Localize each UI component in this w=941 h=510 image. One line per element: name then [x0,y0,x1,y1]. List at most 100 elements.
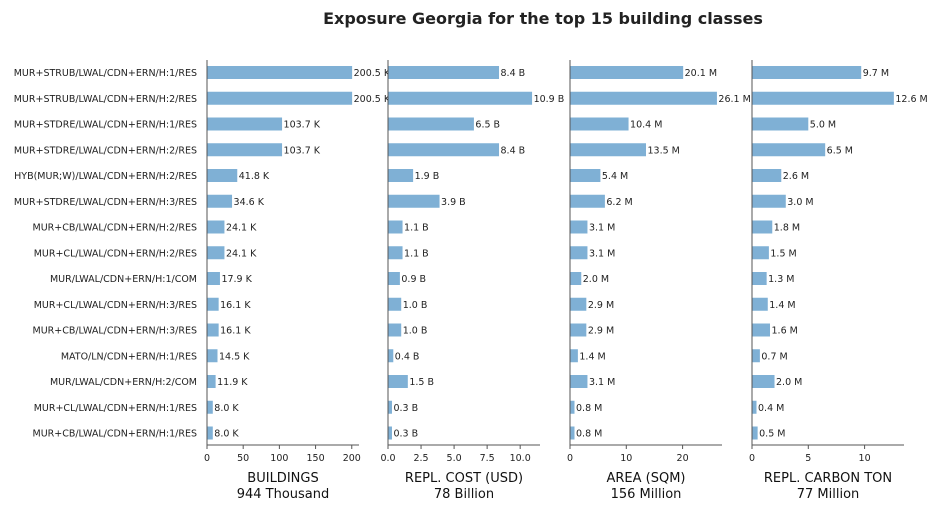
value-label: 12.6 M [895,94,927,105]
x-tick-label: 10 [620,453,632,464]
x-axis-total: 156 Million [611,487,682,502]
bar [752,349,760,363]
bar [570,169,601,182]
value-label: 1.8 M [774,223,800,234]
bar [388,169,414,182]
bar [752,91,894,105]
bar [388,323,402,337]
bar [570,117,629,131]
value-label: 1.9 B [415,171,440,182]
bar [388,117,474,131]
x-tick-label: 0 [567,453,573,464]
value-label: 6.5 B [475,120,500,131]
value-label: 20.1 M [685,68,717,79]
value-label: 1.0 B [403,300,428,311]
value-label: 2.0 M [776,377,802,388]
value-label: 8.4 B [501,68,526,79]
bar [752,400,757,414]
value-label: 3.0 M [787,197,813,208]
value-label: 103.7 K [284,145,321,156]
bar [207,375,216,388]
value-label: 2.0 M [583,274,609,285]
bar [207,143,283,157]
bar [388,143,500,157]
x-tick-label: 150 [307,453,325,464]
value-label: 0.7 M [761,351,787,362]
bar [388,246,403,260]
bar [388,400,392,414]
bar [570,194,605,208]
bar [752,323,771,337]
category-label: MUR+CB/LWAL/CDN+ERN/H:1/RES [33,429,198,440]
value-label: 2.9 M [588,326,614,337]
bar [388,375,408,388]
value-label: 8.0 K [214,403,239,414]
bar [570,220,588,234]
x-tick-label: 5.0 [447,453,462,464]
x-tick-label: 0.0 [380,453,395,464]
x-tick-label: 0 [204,453,210,464]
value-label: 1.0 B [403,326,428,337]
x-axis-total: 78 Billion [434,487,494,502]
x-tick-label: 10 [859,453,871,464]
bar [388,349,394,363]
value-label: 13.5 M [648,145,680,156]
bar [570,297,587,311]
x-axis-total: 944 Thousand [237,487,330,502]
bar [752,246,769,260]
bar [207,400,213,414]
value-label: 8.0 K [214,429,239,440]
bar [388,91,533,105]
category-label: MUR/LWAL/CDN+ERN/H:1/COM [50,274,197,285]
bar [570,91,717,105]
bar [570,323,587,337]
value-label: 0.8 M [576,429,602,440]
value-label: 200.5 K [354,94,391,105]
category-label: MUR+CB/LWAL/CDN+ERN/H:3/RES [33,326,198,337]
x-tick-label: 2.5 [413,453,428,464]
bar [388,220,403,234]
value-label: 34.6 K [234,197,265,208]
bar [207,91,353,105]
category-label: MUR+STDRE/LWAL/CDN+ERN/H:2/RES [14,145,197,156]
value-label: 2.6 M [783,171,809,182]
x-tick-label: 50 [237,453,249,464]
category-label: MUR+STRUB/LWAL/CDN+ERN/H:2/RES [14,94,197,105]
value-label: 0.4 M [758,403,784,414]
bar [207,297,219,311]
value-label: 24.1 K [226,248,257,259]
bar [207,117,283,131]
value-label: 3.9 B [441,197,466,208]
bar [207,66,353,79]
x-axis-title: REPL. COST (USD) [405,471,523,486]
bar [570,272,582,285]
bar [207,194,233,208]
bar [752,194,786,208]
value-label: 0.4 B [395,351,420,362]
x-tick-label: 200 [343,453,361,464]
x-tick-label: 10.0 [510,453,531,464]
value-label: 2.9 M [588,300,614,311]
bar [570,66,684,79]
x-tick-label: 7.5 [480,453,495,464]
category-labels: MUR+STRUB/LWAL/CDN+ERN/H:1/RES MUR+STRUB/… [14,68,197,440]
x-tick-label: 100 [270,453,288,464]
value-label: 0.5 M [759,429,785,440]
chart-panels: 200.5 K 200.5 K 103.7 K 103.7 K 41.8 K 34.6 K… [204,60,928,502]
bar [570,400,575,414]
value-label: 16.1 K [220,326,251,337]
panel-4: 9.7 M 12.6 M 5.0 M 6.5 M 2.6 M 3.0 M 1.8 M 1.5 … [749,60,928,502]
bar [752,169,782,182]
panel-1: 200.5 K 200.5 K 103.7 K 103.7 K 41.8 K 34.6 K… [204,60,391,502]
value-label: 9.7 M [863,68,889,79]
bar [388,297,402,311]
value-label: 0.3 B [393,429,418,440]
value-label: 26.1 M [718,94,750,105]
value-label: 41.8 K [239,171,270,182]
category-label: MUR+CL/LWAL/CDN+ERN/H:2/RES [34,248,197,259]
value-label: 5.4 M [602,171,628,182]
value-label: 3.1 M [589,248,615,259]
value-label: 0.9 B [401,274,426,285]
value-label: 1.4 M [769,300,795,311]
bar [752,220,773,234]
